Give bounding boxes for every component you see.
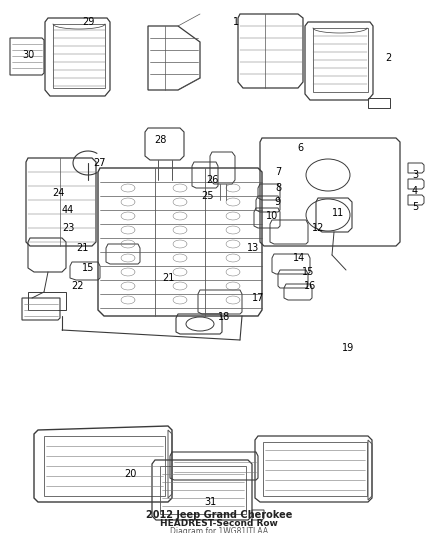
Text: 9: 9 [274,197,280,207]
Text: 8: 8 [275,183,281,193]
Text: 16: 16 [304,281,316,291]
Text: 14: 14 [293,253,305,263]
Text: 15: 15 [302,267,314,277]
Text: 28: 28 [154,135,166,145]
Text: 10: 10 [266,211,278,221]
Text: 4: 4 [412,186,418,196]
Text: 21: 21 [162,273,174,283]
Text: 44: 44 [62,205,74,215]
Text: 26: 26 [206,175,218,185]
Text: 2: 2 [385,53,391,63]
Text: 15: 15 [82,263,94,273]
Text: 12: 12 [312,223,324,233]
Text: 13: 13 [247,243,259,253]
Text: 3: 3 [412,170,418,180]
Text: 22: 22 [71,281,83,291]
Text: 24: 24 [52,188,64,198]
Text: 6: 6 [297,143,303,153]
Text: 23: 23 [62,223,74,233]
Text: Diagram for 1WG81JTLAA: Diagram for 1WG81JTLAA [170,527,268,533]
Text: 19: 19 [342,343,354,353]
Text: 29: 29 [82,17,94,27]
Text: 17: 17 [252,293,264,303]
Text: 11: 11 [332,208,344,218]
Text: 30: 30 [22,50,34,60]
Text: 21: 21 [76,243,88,253]
Text: 7: 7 [275,167,281,177]
Text: 18: 18 [218,312,230,322]
Text: 27: 27 [94,158,106,168]
Text: 1: 1 [233,17,239,27]
Text: 5: 5 [412,202,418,212]
Text: 2012 Jeep Grand Cherokee: 2012 Jeep Grand Cherokee [146,510,292,520]
Text: HEADREST-Second Row: HEADREST-Second Row [160,520,278,529]
Text: 31: 31 [204,497,216,507]
Text: 20: 20 [124,469,136,479]
Text: 25: 25 [201,191,213,201]
